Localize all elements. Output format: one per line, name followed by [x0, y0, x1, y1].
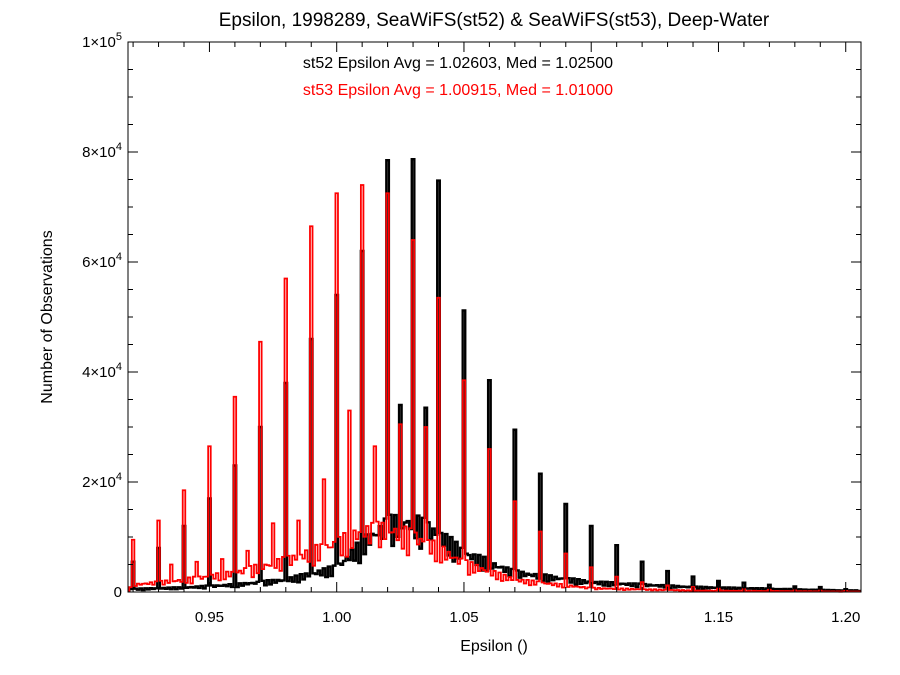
y-tick-label: 8×104: [82, 141, 122, 161]
y-tick-label: 0: [114, 584, 122, 601]
x-tick-label: 1.00: [322, 609, 351, 626]
y-tick-label: 4×104: [82, 361, 122, 381]
y-tick-label: 1×105: [82, 31, 122, 51]
x-tick-label: 1.05: [449, 609, 478, 626]
y-tick-label: 2×104: [82, 471, 122, 491]
y-axis: 0 2×104 4×104 6×104 8×104 1×105: [82, 31, 861, 601]
y-axis-label: Number of Observations: [39, 230, 56, 403]
x-tick-label: 1.20: [831, 609, 860, 626]
series-st52: [128, 157, 861, 593]
annotation-st53: st53 Epsilon Avg = 1.00915, Med = 1.0100…: [303, 82, 613, 99]
series-layer: [128, 157, 861, 593]
chart-title: Epsilon, 1998289, SeaWiFS(st52) & SeaWiF…: [219, 10, 770, 31]
x-tick-label: 0.95: [195, 609, 224, 626]
series-st53: [128, 184, 861, 593]
y-tick-label: 6×104: [82, 251, 122, 271]
x-tick-label: 1.10: [577, 609, 606, 626]
x-tick-label: 1.15: [704, 609, 733, 626]
x-axis-label: Epsilon (): [460, 638, 528, 655]
series-st52-step-line: [128, 157, 861, 593]
series-st53-step-line: [128, 184, 861, 593]
annotation-st52: st52 Epsilon Avg = 1.02603, Med = 1.0250…: [303, 55, 613, 72]
x-axis: 0.95 1.00 1.05 1.10 1.15 1.20: [132, 42, 860, 626]
